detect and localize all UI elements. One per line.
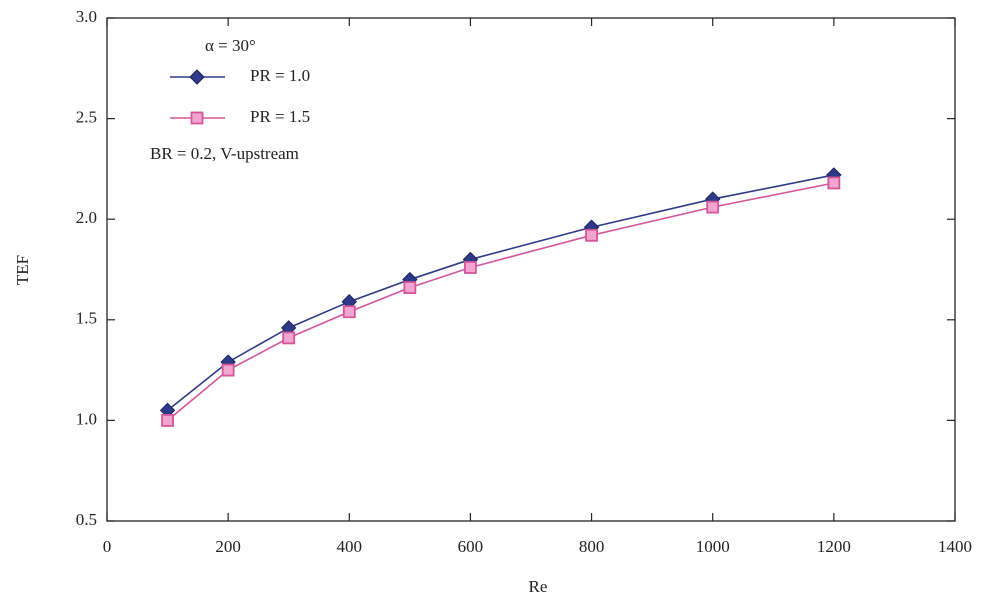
y-tick-label: 2.0 — [76, 208, 97, 227]
x-tick-label: 1000 — [696, 537, 730, 556]
data-point — [221, 363, 235, 377]
y-axis-label: TEF — [13, 255, 32, 285]
x-tick-label: 200 — [215, 537, 241, 556]
x-tick-label: 1200 — [817, 537, 851, 556]
x-axis-label: Re — [529, 577, 548, 596]
data-point — [464, 261, 477, 274]
x-tick-label: 600 — [458, 537, 484, 556]
y-tick-label: 3.0 — [76, 7, 97, 26]
y-tick-label: 1.5 — [76, 309, 97, 328]
y-tick-label: 0.5 — [76, 510, 97, 529]
data-point — [585, 228, 598, 242]
legend-label: PR = 1.5 — [250, 107, 310, 126]
legend-marker — [189, 69, 205, 85]
y-tick-label: 1.0 — [76, 409, 97, 428]
x-tick-label: 0 — [103, 537, 112, 556]
legend-label: PR = 1.0 — [250, 66, 310, 85]
data-point — [403, 281, 417, 295]
legend-marker — [190, 111, 204, 125]
data-point — [827, 176, 841, 190]
x-tick-label: 1400 — [938, 537, 972, 556]
data-point — [282, 331, 296, 345]
data-point — [161, 413, 174, 427]
data-point — [342, 305, 356, 319]
data-point — [706, 200, 720, 214]
series-line — [167, 174, 835, 411]
x-tick-label: 400 — [337, 537, 363, 556]
plot-frame — [106, 17, 956, 522]
y-tick-label: 2.5 — [76, 108, 97, 127]
annotation: α = 30° — [205, 36, 256, 55]
series-line — [167, 182, 835, 422]
x-tick-label: 800 — [579, 537, 605, 556]
annotation: BR = 0.2, V-upstream — [150, 144, 299, 163]
